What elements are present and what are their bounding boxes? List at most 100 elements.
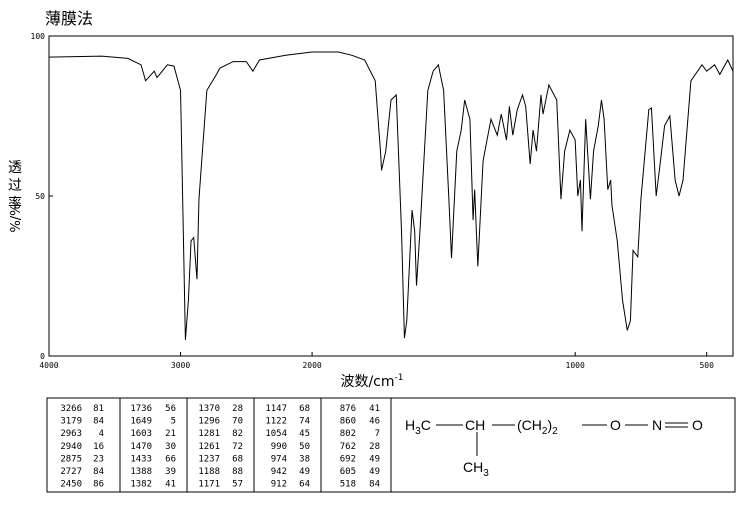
y-axis-label-char: 过: [8, 178, 22, 194]
peak-wavenumber: 1296: [198, 417, 220, 427]
bonds: [436, 422, 688, 456]
peak-wavenumber: 802: [340, 429, 356, 439]
peak-transmittance: 21: [165, 429, 176, 439]
peak-wavenumber: 1736: [130, 404, 152, 414]
peak-transmittance: 88: [232, 467, 243, 477]
peak-wavenumber: 3266: [60, 404, 82, 414]
x-tick-label: 3000: [171, 361, 190, 370]
peak-transmittance: 64: [299, 480, 310, 490]
x-tick-label: 4000: [39, 361, 58, 370]
peak-wavenumber: 860: [340, 417, 356, 427]
x-tick-label: 500: [699, 361, 714, 370]
peak-wavenumber: 1188: [198, 467, 220, 477]
structure-group: N: [652, 417, 662, 433]
spectrum-line: [48, 51, 734, 341]
structure-text: ): [547, 417, 552, 433]
peak-wavenumber: 762: [340, 442, 356, 452]
structure-text: O: [692, 417, 703, 433]
peak-transmittance: 30: [165, 442, 176, 452]
peak-transmittance: 82: [232, 429, 243, 439]
peak-wavenumber: 1281: [198, 429, 220, 439]
structure-subscript: 2: [552, 426, 558, 437]
peak-transmittance: 84: [93, 467, 104, 477]
x-axis-label-sup: -1: [395, 373, 404, 383]
chart-title: 薄膜法: [45, 9, 93, 28]
structure-text: C: [421, 417, 431, 433]
structure-subscript: 2: [542, 426, 548, 437]
peak-wavenumber: 942: [271, 467, 287, 477]
structure-subscript: 3: [415, 426, 421, 437]
peak-wavenumber: 2963: [60, 429, 82, 439]
structure-text: CH: [463, 459, 483, 475]
structure-text: H: [405, 417, 415, 433]
peak-wavenumber: 1171: [198, 480, 220, 490]
peak-wavenumber: 1122: [265, 417, 287, 427]
peak-wavenumber: 1388: [130, 467, 152, 477]
peak-transmittance: 41: [165, 480, 176, 490]
x-tick-label: 1000: [566, 361, 585, 370]
peak-wavenumber: 2940: [60, 442, 82, 452]
peak-transmittance: 84: [93, 417, 104, 427]
peak-transmittance: 46: [369, 417, 380, 427]
peak-wavenumber: 1261: [198, 442, 220, 452]
structure-text: N: [652, 417, 662, 433]
peak-transmittance: 28: [369, 442, 380, 452]
peak-transmittance: 49: [369, 467, 380, 477]
peak-wavenumber: 1054: [265, 429, 287, 439]
peak-transmittance: 49: [299, 467, 310, 477]
peak-wavenumber: 605: [340, 467, 356, 477]
structure-subscript: 3: [483, 468, 489, 479]
y-tick-label: 50: [35, 192, 45, 201]
peak-wavenumber: 1237: [198, 454, 220, 464]
peak-transmittance: 74: [299, 417, 310, 427]
peak-wavenumber: 692: [340, 454, 356, 464]
peak-wavenumber: 912: [271, 480, 287, 490]
peak-transmittance: 84: [369, 480, 380, 490]
y-tick-label: 100: [31, 32, 46, 41]
peak-wavenumber: 1603: [130, 429, 152, 439]
y-axis-label-unit: %/%: [9, 203, 24, 232]
peak-transmittance: 70: [232, 417, 243, 427]
peak-transmittance: 57: [232, 480, 243, 490]
structure-text: O: [610, 417, 621, 433]
structure-text: (CH: [517, 417, 542, 433]
peak-transmittance: 5: [171, 417, 176, 427]
structure-group: CH: [465, 417, 485, 433]
y-axis-label-char: 透: [8, 160, 22, 176]
peak-transmittance: 28: [232, 404, 243, 414]
y-axis-label: 透过率%/%: [8, 160, 24, 233]
peak-wavenumber: 1147: [265, 404, 287, 414]
table-separators: [119, 398, 392, 492]
peak-transmittance: 56: [165, 404, 176, 414]
peak-transmittance: 41: [369, 404, 380, 414]
peak-wavenumber: 974: [271, 454, 287, 464]
x-axis-label-text: 波数/cm: [340, 374, 394, 390]
peak-wavenumber: 1382: [130, 480, 152, 490]
peak-transmittance: 4: [99, 429, 104, 439]
peak-wavenumber: 3179: [60, 417, 82, 427]
structure-group: CH3: [463, 459, 489, 479]
peak-transmittance: 16: [93, 442, 104, 452]
peak-wavenumber: 1649: [130, 417, 152, 427]
x-tick-label: 2000: [302, 361, 321, 370]
structure-group: O: [692, 417, 703, 433]
peak-wavenumber: 2450: [60, 480, 82, 490]
peak-transmittance: 7: [375, 429, 380, 439]
peak-wavenumber: 1433: [130, 454, 152, 464]
peak-transmittance: 23: [93, 454, 104, 464]
peak-wavenumber: 876: [340, 404, 356, 414]
structure-group: (CH2)2: [517, 417, 558, 437]
peak-transmittance: 39: [165, 467, 176, 477]
peak-transmittance: 68: [299, 404, 310, 414]
peak-transmittance: 68: [232, 454, 243, 464]
x-axis-label: 波数/cm-1: [340, 373, 403, 390]
peak-transmittance: 66: [165, 454, 176, 464]
peak-wavenumber: 518: [340, 480, 356, 490]
peak-wavenumber: 2727: [60, 467, 82, 477]
peak-transmittance: 38: [299, 454, 310, 464]
peak-transmittance: 72: [232, 442, 243, 452]
structure-text: CH: [465, 417, 485, 433]
structure-group: O: [610, 417, 621, 433]
peak-transmittance: 49: [369, 454, 380, 464]
peak-wavenumber: 1470: [130, 442, 152, 452]
